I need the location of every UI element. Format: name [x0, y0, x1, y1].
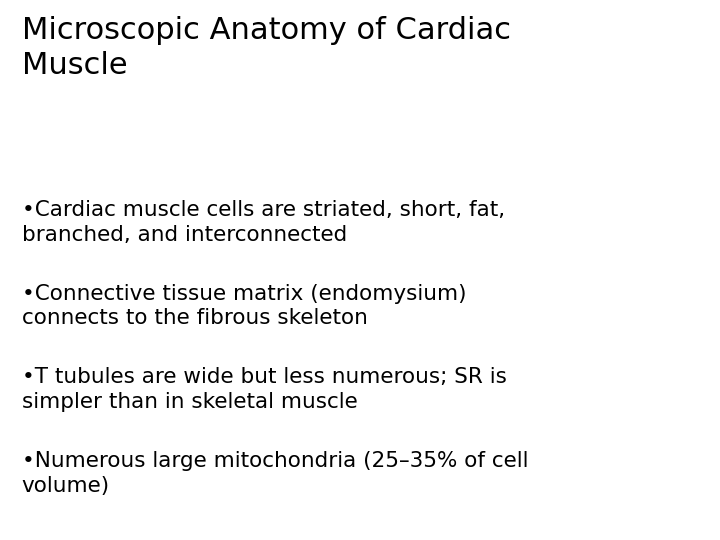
Text: •T tubules are wide but less numerous; SR is
simpler than in skeletal muscle: •T tubules are wide but less numerous; S…	[22, 367, 506, 412]
Text: Microscopic Anatomy of Cardiac
Muscle: Microscopic Anatomy of Cardiac Muscle	[22, 16, 510, 80]
Text: •Cardiac muscle cells are striated, short, fat,
branched, and interconnected: •Cardiac muscle cells are striated, shor…	[22, 200, 505, 245]
Text: •Numerous large mitochondria (25–35% of cell
volume): •Numerous large mitochondria (25–35% of …	[22, 451, 528, 496]
Text: •Connective tissue matrix (endomysium)
connects to the fibrous skeleton: •Connective tissue matrix (endomysium) c…	[22, 284, 466, 328]
